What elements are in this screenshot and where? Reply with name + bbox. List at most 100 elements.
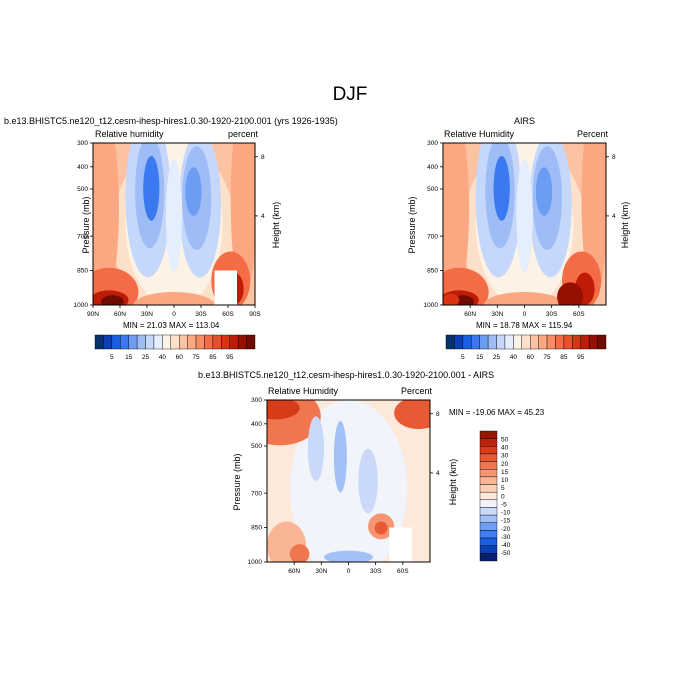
colorbar-swatch: [479, 430, 498, 439]
x-tick-label-60S: 60S: [573, 311, 585, 318]
colorbar-swatch: [580, 334, 590, 350]
y-tick-label-700: 700: [77, 233, 88, 240]
contour-fill: [289, 544, 310, 562]
colorbar-swatch: [563, 334, 573, 350]
panel1-variable-label: Relative humidity: [95, 129, 164, 139]
panel3-min-max: MIN = -19.06 MAX = 45.23: [449, 408, 545, 417]
colorbar-swatch: [479, 469, 498, 478]
colorbar-label-10: 10: [501, 477, 509, 484]
panel3-title: b.e13.BHISTC5.ne120_t12.cesm-ihesp-hires…: [198, 370, 495, 380]
colorbar-swatch: [103, 334, 113, 350]
colorbar-swatch: [513, 334, 522, 350]
colorbar-swatch: [479, 507, 498, 516]
colorbar-swatch: [145, 334, 155, 350]
colorbar-swatch: [120, 334, 129, 350]
y-tick-label-700: 700: [427, 233, 438, 240]
contour-fill: [394, 400, 430, 430]
contour-fill: [333, 421, 347, 493]
contour-fill: [93, 143, 119, 305]
y-tick-label-700: 700: [251, 490, 262, 497]
colorbar-label-25: 25: [493, 354, 501, 361]
x-tick-label-30N: 30N: [491, 311, 503, 318]
colorbar-swatch: [445, 334, 455, 350]
contour-fill: [324, 550, 373, 562]
contour-fill: [535, 167, 553, 216]
y-tick-label-500: 500: [251, 443, 262, 450]
panel2-title: AIRS: [514, 116, 536, 126]
colorbar-label-15: 15: [476, 354, 484, 361]
colorbar-swatch: [204, 334, 214, 350]
panel3-contours: [267, 400, 430, 562]
colorbar-swatch: [496, 334, 506, 350]
y-tick-label-300: 300: [77, 140, 88, 147]
contour-fill: [493, 155, 510, 221]
colorbar-swatch: [454, 334, 464, 350]
colorbar-label-40: 40: [159, 354, 167, 361]
colorbar-label--30: -30: [501, 534, 511, 541]
contour-fill: [443, 293, 460, 305]
colorbar-label-75: 75: [192, 354, 200, 361]
panel1-title: b.e13.BHISTC5.ne120_t12.cesm-ihesp-hires…: [4, 116, 338, 126]
colorbar-label-30: 30: [501, 453, 509, 460]
x-tick-label-90N: 90N: [87, 311, 99, 318]
colorbar-swatch: [597, 334, 607, 350]
colorbar-swatch: [487, 334, 497, 350]
colorbar-swatch: [572, 334, 581, 350]
colorbar-label-5: 5: [461, 354, 465, 361]
colorbar-swatch: [111, 334, 121, 350]
colorbar-label-85: 85: [560, 354, 568, 361]
contour-fill: [358, 448, 378, 514]
panel2-min-max: MIN = 18.78 MAX = 115.94: [476, 321, 573, 330]
colorbar-relative-humidity-left: 5 15 25 40 60 75 85 95: [94, 334, 256, 361]
colorbar-swatch: [229, 334, 239, 350]
height-tick-label-4: 4: [436, 470, 440, 477]
colorbar-swatch: [471, 334, 480, 350]
colorbar-swatch: [136, 334, 146, 350]
y-tick-label-850: 850: [251, 525, 262, 532]
colorbar-swatch: [479, 514, 498, 523]
colorbar-relative-humidity-right: 5 15 25 40 60 75 85 95: [445, 334, 607, 361]
panel2-plot: 300 400 500 700 850 1000 8 4 60N 30N 0 30S 60S: [424, 140, 616, 318]
contour-fill: [307, 416, 325, 481]
colorbar-swatch: [195, 334, 205, 350]
x-tick-label-60S: 60S: [397, 568, 409, 575]
colorbar-swatch: [588, 334, 598, 350]
colorbar-label--20: -20: [501, 526, 511, 533]
colorbar-swatch: [504, 334, 514, 350]
height-tick-label-8: 8: [436, 411, 440, 418]
colorbar-swatch: [479, 553, 498, 562]
colorbar-swatch: [187, 334, 197, 350]
contour-fill: [516, 159, 533, 273]
colorbar-swatch: [479, 453, 498, 462]
y-tick-label-850: 850: [77, 268, 88, 275]
colorbar-swatch: [128, 334, 138, 350]
y-tick-label-500: 500: [77, 186, 88, 193]
colorbar-swatch: [246, 334, 256, 350]
colorbar-swatch: [479, 530, 498, 539]
x-tick-label-30N: 30N: [141, 311, 153, 318]
missing-data-mask: [214, 270, 237, 305]
contour-fill: [143, 155, 160, 221]
panel2-variable-label: Relative Humidity: [444, 129, 515, 139]
colorbar-swatch: [521, 334, 531, 350]
x-tick-label-90S: 90S: [249, 311, 261, 318]
panel1-plot: 300 400 500 700 850 1000 8 4 90N 60N 30N 0 30S 60S 90S: [74, 140, 265, 318]
colorbar-swatch: [237, 334, 247, 350]
x-tick-label-60S: 60S: [222, 311, 234, 318]
colorbar-swatch: [479, 334, 489, 350]
panel3-variable-label: Relative Humidity: [268, 386, 339, 396]
contour-fill: [165, 159, 183, 273]
colorbar-swatch: [479, 499, 498, 508]
colorbar-label-85: 85: [209, 354, 217, 361]
contour-fill: [185, 167, 202, 216]
panel1-contours: [93, 143, 255, 305]
colorbar-swatch: [479, 484, 498, 493]
y-tick-label-850: 850: [427, 268, 438, 275]
x-tick-label-0: 0: [172, 311, 176, 318]
colorbar-swatch: [538, 334, 548, 350]
colorbar-label-25: 25: [142, 354, 150, 361]
y-tick-label-400: 400: [427, 164, 438, 171]
x-tick-label-60N: 60N: [464, 311, 476, 318]
page-title: DJF: [332, 84, 368, 105]
